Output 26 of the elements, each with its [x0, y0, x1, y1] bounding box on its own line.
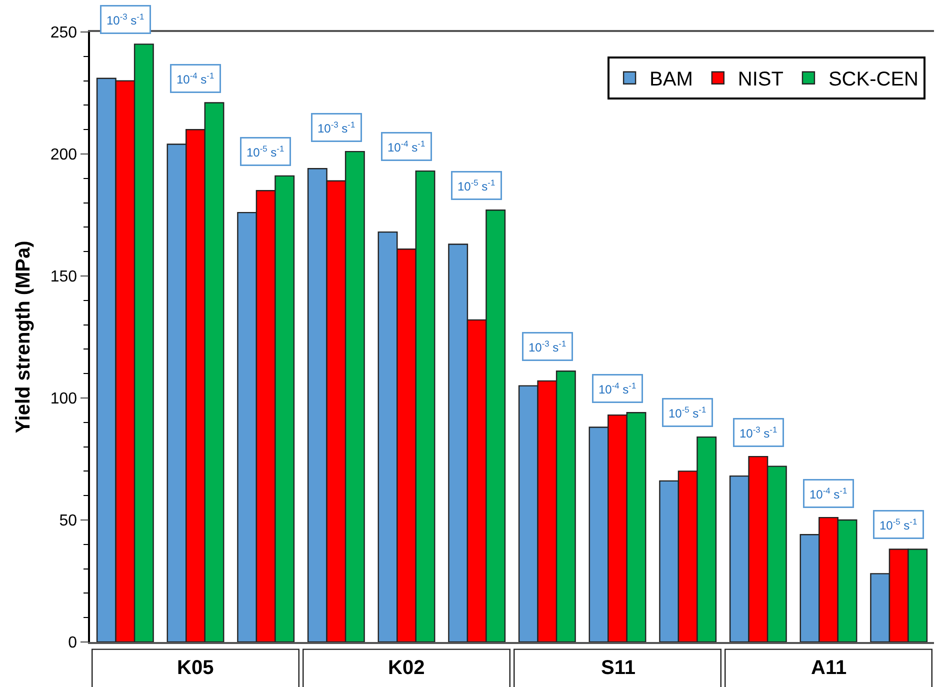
x-tick-label: 10$^{-4}$ s$^{-1}$ [388, 138, 426, 155]
x-tick-label: 10$^{-3}$ s$^{-1}$ [740, 424, 778, 441]
x-tick-label: 10$^{-3}$ s$^{-1}$ [106, 12, 144, 28]
y-tick-label: 250 [50, 24, 78, 42]
text: K05 [177, 657, 214, 679]
x-tick-label: 10$^{-5}$ s$^{-1}$ [880, 516, 918, 533]
y-tick-label: 200 [50, 146, 78, 164]
legend-label: SCK-CEN [828, 68, 918, 91]
x-tick-label: 10$^{-5}$ s$^{-1}$ [458, 178, 496, 194]
x-tick-label: 10$^{-5}$ s$^{-1}$ [246, 144, 284, 160]
text: A11 [811, 657, 847, 679]
x-tick-label: 10$^{-3}$ s$^{-1}$ [528, 338, 566, 355]
legend-label: BAM [650, 68, 693, 91]
y-tick-label: 50 [59, 512, 78, 530]
x-tick-label: 10$^{-4}$ s$^{-1}$ [598, 380, 636, 397]
x-tick-label: 10$^{-3}$ s$^{-1}$ [318, 120, 356, 136]
x-tick-label: 10$^{-5}$ s$^{-1}$ [668, 404, 706, 421]
y-tick-label: 150 [50, 268, 78, 286]
x-tick-label: 10$^{-4}$ s$^{-1}$ [810, 486, 848, 502]
x-tick-label: 10$^{-4}$ s$^{-1}$ [176, 70, 214, 87]
y-tick-label: 0 [68, 634, 78, 652]
legend-label: NIST [738, 68, 784, 91]
y-axis-title: Yield strength (MPa) [12, 240, 34, 434]
y-tick-label: 100 [50, 390, 78, 408]
text: S11 [601, 657, 636, 679]
text: K02 [388, 657, 425, 679]
